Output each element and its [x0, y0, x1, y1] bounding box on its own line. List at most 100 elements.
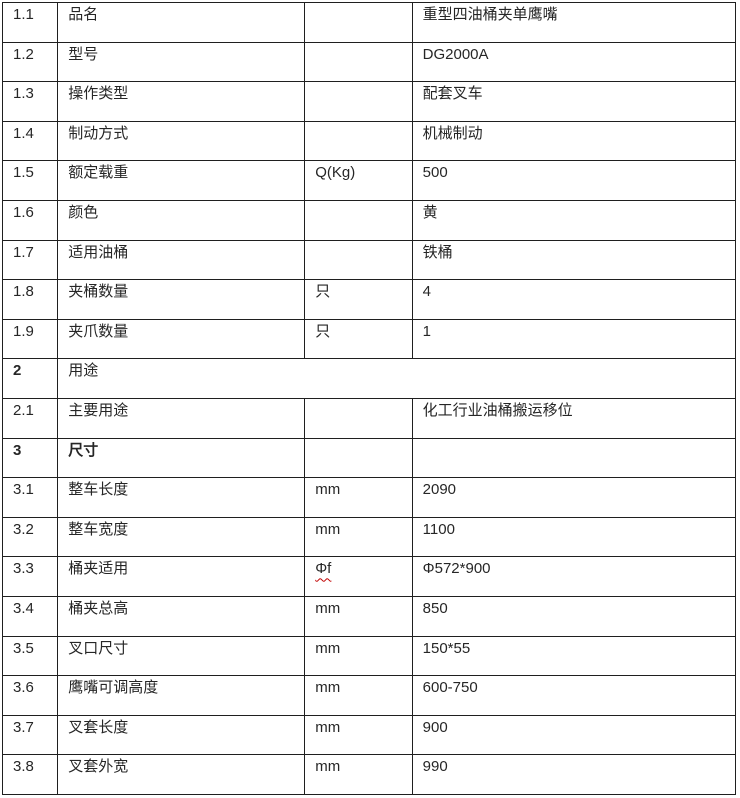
- item-number-cell: 1.8: [1, 279, 59, 320]
- item-name-cell: 整车宽度: [57, 516, 306, 558]
- item-name-cell: 制动方式: [57, 120, 306, 162]
- value-cell: [411, 437, 737, 479]
- item-name-cell: 夹桶数量: [57, 279, 306, 320]
- table-row: 1.1 品名 重型四油桶夹单鹰嘴: [1, 2, 737, 43]
- value-cell: 500: [411, 160, 737, 201]
- table-row: 2.1 主要用途 化工行业油桶搬运移位: [1, 397, 737, 439]
- item-number-cell: 1.9: [1, 318, 59, 360]
- table-row: 1.6 颜色 黄: [1, 199, 737, 241]
- table-row: 3.2 整车宽度 mm 1100: [1, 516, 737, 558]
- unit-cell: mm: [304, 516, 413, 558]
- item-name-cell: 尺寸: [57, 437, 306, 479]
- item-number-cell: 3.4: [1, 595, 59, 637]
- item-number-cell: 1.1: [1, 2, 59, 43]
- value-cell: 配套叉车: [411, 81, 737, 122]
- item-name-cell: 型号: [57, 41, 306, 83]
- table-row: 1.7 适用油桶 铁桶: [1, 239, 737, 281]
- value-cell: 化工行业油桶搬运移位: [411, 397, 737, 439]
- value-cell: 4: [411, 279, 737, 320]
- table-row: 3.5 叉口尺寸 mm 150*55: [1, 635, 737, 677]
- table-row: 3.6 鹰嘴可调高度 mm 600-750: [1, 675, 737, 716]
- table-row: 3.8 叉套外宽 mm 990: [1, 754, 737, 795]
- item-name-cell: 主要用途: [57, 397, 306, 439]
- unit-cell: mm: [304, 675, 413, 716]
- value-cell: Φ572*900: [411, 556, 737, 597]
- table-row: 3.4 桶夹总高 mm 850: [1, 595, 737, 637]
- table-row: 1.2 型号 DG2000A: [1, 41, 737, 83]
- item-name-cell: 桶夹适用: [57, 556, 306, 597]
- value-cell: 2090: [411, 477, 737, 518]
- item-number-cell: 3.5: [1, 635, 59, 677]
- value-cell: 600-750: [411, 675, 737, 716]
- unit-cell: [304, 120, 413, 162]
- unit-cell: Q(Kg): [304, 160, 413, 201]
- item-number-cell: 1.3: [1, 81, 59, 122]
- table-row: 1.8 夹桶数量只 4: [1, 279, 737, 320]
- item-number-cell: 1.6: [1, 199, 59, 241]
- item-number-cell: 1.5: [1, 160, 59, 201]
- unit-cell: mm: [304, 477, 413, 518]
- item-name-cell: 操作类型: [57, 81, 306, 122]
- value-cell: 1: [411, 318, 737, 360]
- item-name-cell: 桶夹总高: [57, 595, 306, 637]
- table-row: 2 用途: [1, 358, 736, 399]
- unit-cell: mm: [304, 635, 413, 677]
- item-number-cell: 3.2: [1, 516, 59, 558]
- item-name-cell: 整车长度: [57, 477, 306, 518]
- item-number-cell: 1.4: [1, 120, 59, 162]
- item-name-cell: 叉套长度: [57, 714, 306, 756]
- value-cell: 重型四油桶夹单鹰嘴: [411, 2, 737, 43]
- item-number-cell: 3: [1, 437, 59, 479]
- unit-cell: Φf: [304, 556, 413, 597]
- misspelled-unit-text: Φf: [315, 560, 332, 578]
- item-number-cell: 2: [1, 358, 59, 399]
- value-cell: 990: [411, 754, 737, 795]
- value-cell: 1100: [411, 516, 737, 558]
- table-row: 1.4 制动方式 机械制动: [1, 120, 737, 162]
- item-number-cell: 3.8: [1, 754, 59, 795]
- value-cell: 150*55: [411, 635, 737, 677]
- item-name-cell: 额定载重: [57, 160, 306, 201]
- table-row: 3 尺寸: [1, 437, 737, 479]
- item-name-cell: 叉口尺寸: [57, 635, 306, 677]
- item-name-cell: 鹰嘴可调高度: [57, 675, 306, 716]
- unit-cell: [304, 239, 413, 281]
- unit-cell: mm: [304, 714, 413, 756]
- item-number-cell: 3.6: [1, 675, 59, 716]
- item-name-cell: 夹爪数量: [57, 318, 306, 360]
- item-name-cell: 品名: [57, 2, 306, 43]
- unit-cell: 只: [304, 279, 413, 320]
- item-name-cell: 叉套外宽: [57, 754, 306, 795]
- unit-cell: [304, 2, 413, 43]
- unit-cell: [304, 199, 413, 241]
- item-number-cell: 3.1: [1, 477, 59, 518]
- value-cell: 铁桶: [411, 239, 737, 281]
- unit-cell: mm: [304, 595, 413, 637]
- table-row: 1.5 额定载重 Q(Kg) 500: [1, 160, 737, 201]
- value-cell: 850: [411, 595, 737, 637]
- table-row: 3.7 叉套长度 mm 900: [1, 714, 737, 756]
- table-row: 1.3 操作类型 配套叉车: [1, 81, 737, 122]
- item-number-cell: 2.1: [1, 397, 59, 439]
- value-cell: DG2000A: [411, 41, 737, 83]
- table-row: 3.1 整车长度 mm 2090: [1, 477, 737, 518]
- table-row: 1.9 夹爪数量只 1: [1, 318, 737, 360]
- item-name-cell: 用途: [57, 358, 736, 399]
- item-name-cell: 颜色: [57, 199, 306, 241]
- unit-cell: [304, 41, 413, 83]
- value-cell: 机械制动: [411, 120, 737, 162]
- unit-cell: 只: [304, 318, 413, 360]
- item-number-cell: 1.2: [1, 41, 59, 83]
- table-row: 3.3 桶夹适用 Φf Φ572*900: [1, 556, 737, 597]
- item-name-cell: 适用油桶: [57, 239, 306, 281]
- unit-cell: [304, 397, 413, 439]
- unit-cell: [304, 437, 413, 479]
- item-number-cell: 1.7: [1, 239, 59, 281]
- item-number-cell: 3.3: [1, 556, 59, 597]
- unit-cell: mm: [304, 754, 413, 795]
- unit-cell: [304, 81, 413, 122]
- item-number-cell: 3.7: [1, 714, 59, 756]
